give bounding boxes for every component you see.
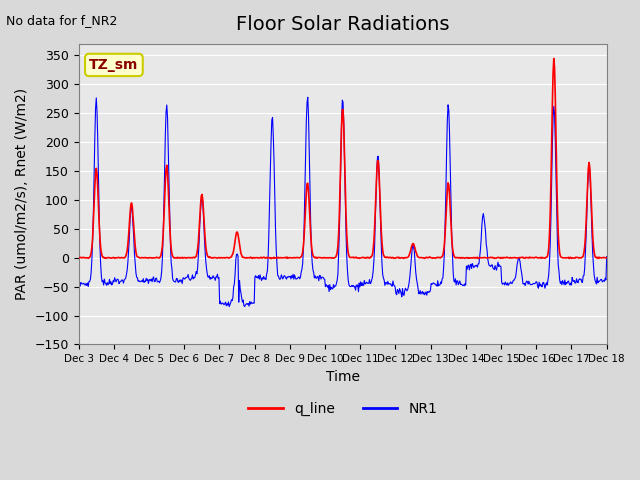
Title: Floor Solar Radiations: Floor Solar Radiations <box>236 15 449 34</box>
Text: TZ_sm: TZ_sm <box>89 58 139 72</box>
Text: No data for f_NR2: No data for f_NR2 <box>6 14 118 27</box>
Y-axis label: PAR (umol/m2/s), Rnet (W/m2): PAR (umol/m2/s), Rnet (W/m2) <box>15 88 29 300</box>
Legend: q_line, NR1: q_line, NR1 <box>243 396 443 421</box>
X-axis label: Time: Time <box>326 370 360 384</box>
